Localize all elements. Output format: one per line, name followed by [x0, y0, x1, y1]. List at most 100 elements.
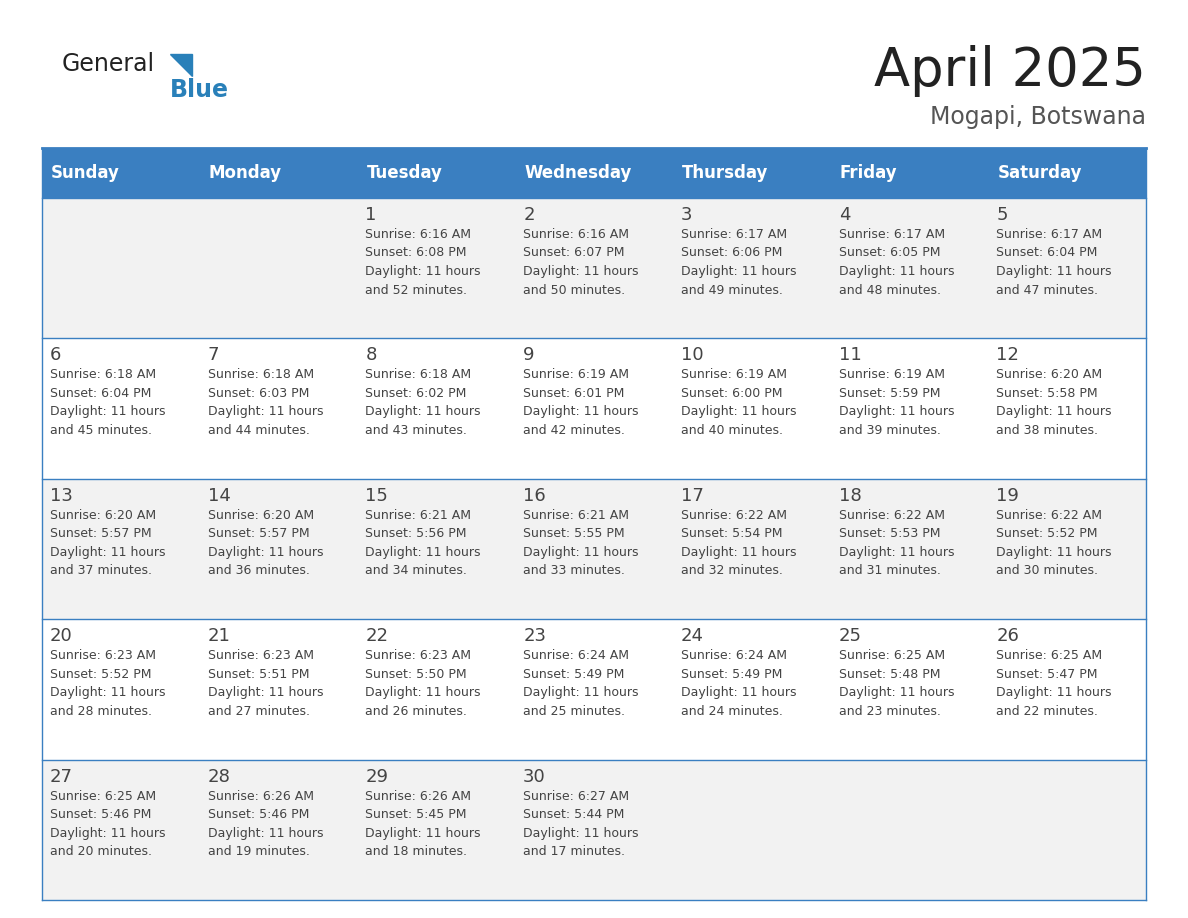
Text: Sunrise: 6:20 AM: Sunrise: 6:20 AM — [997, 368, 1102, 381]
Text: and 33 minutes.: and 33 minutes. — [523, 565, 625, 577]
Text: 4: 4 — [839, 206, 851, 224]
Text: 17: 17 — [681, 487, 703, 505]
Text: Thursday: Thursday — [682, 164, 769, 182]
Text: 2: 2 — [523, 206, 535, 224]
Bar — [830, 759, 988, 900]
Text: Sunrise: 6:24 AM: Sunrise: 6:24 AM — [681, 649, 786, 662]
Text: 28: 28 — [208, 767, 230, 786]
Text: and 49 minutes.: and 49 minutes. — [681, 284, 783, 297]
Text: Sunrise: 6:22 AM: Sunrise: 6:22 AM — [681, 509, 786, 521]
Text: Daylight: 11 hours: Daylight: 11 hours — [681, 546, 796, 559]
Text: Sunset: 5:47 PM: Sunset: 5:47 PM — [997, 667, 1098, 681]
Text: 7: 7 — [208, 346, 220, 364]
Bar — [42, 339, 200, 479]
Text: and 28 minutes.: and 28 minutes. — [50, 705, 152, 718]
Text: 12: 12 — [997, 346, 1019, 364]
Text: Sunrise: 6:21 AM: Sunrise: 6:21 AM — [366, 509, 472, 521]
Bar — [200, 479, 358, 620]
Text: Daylight: 11 hours: Daylight: 11 hours — [208, 826, 323, 840]
Text: and 52 minutes.: and 52 minutes. — [366, 284, 467, 297]
Text: Sunset: 6:03 PM: Sunset: 6:03 PM — [208, 386, 309, 400]
Text: Sunrise: 6:26 AM: Sunrise: 6:26 AM — [208, 789, 314, 802]
Text: Sunset: 6:02 PM: Sunset: 6:02 PM — [366, 386, 467, 400]
Text: April 2025: April 2025 — [874, 45, 1146, 97]
Text: Sunset: 5:52 PM: Sunset: 5:52 PM — [50, 667, 152, 681]
Bar — [516, 339, 672, 479]
Text: and 38 minutes.: and 38 minutes. — [997, 424, 1098, 437]
Text: Sunrise: 6:17 AM: Sunrise: 6:17 AM — [839, 228, 944, 241]
Polygon shape — [170, 54, 192, 76]
Text: Daylight: 11 hours: Daylight: 11 hours — [839, 406, 954, 419]
Text: Sunrise: 6:16 AM: Sunrise: 6:16 AM — [523, 228, 630, 241]
Text: Sunrise: 6:25 AM: Sunrise: 6:25 AM — [997, 649, 1102, 662]
Bar — [988, 198, 1146, 339]
Bar — [672, 148, 830, 198]
Text: Daylight: 11 hours: Daylight: 11 hours — [997, 546, 1112, 559]
Text: Sunrise: 6:18 AM: Sunrise: 6:18 AM — [208, 368, 314, 381]
Text: 13: 13 — [50, 487, 72, 505]
Text: Sunrise: 6:23 AM: Sunrise: 6:23 AM — [366, 649, 472, 662]
Bar — [200, 620, 358, 759]
Bar — [200, 198, 358, 339]
Text: 1: 1 — [366, 206, 377, 224]
Text: Daylight: 11 hours: Daylight: 11 hours — [50, 546, 165, 559]
Text: 29: 29 — [366, 767, 388, 786]
Text: 26: 26 — [997, 627, 1019, 645]
Text: Sunset: 5:57 PM: Sunset: 5:57 PM — [208, 527, 309, 541]
Text: Sunset: 6:08 PM: Sunset: 6:08 PM — [366, 247, 467, 260]
Bar — [42, 479, 200, 620]
Text: Sunset: 6:04 PM: Sunset: 6:04 PM — [50, 386, 151, 400]
Text: and 17 minutes.: and 17 minutes. — [523, 845, 625, 858]
Text: Sunday: Sunday — [51, 164, 120, 182]
Text: 16: 16 — [523, 487, 546, 505]
Text: Wednesday: Wednesday — [524, 164, 632, 182]
Text: 27: 27 — [50, 767, 72, 786]
Bar — [830, 148, 988, 198]
Text: and 47 minutes.: and 47 minutes. — [997, 284, 1098, 297]
Text: Sunset: 6:05 PM: Sunset: 6:05 PM — [839, 247, 940, 260]
Text: and 45 minutes.: and 45 minutes. — [50, 424, 152, 437]
Text: 5: 5 — [997, 206, 1007, 224]
Text: and 31 minutes.: and 31 minutes. — [839, 565, 941, 577]
Text: Blue: Blue — [170, 78, 229, 102]
Text: 8: 8 — [366, 346, 377, 364]
Text: Sunset: 5:54 PM: Sunset: 5:54 PM — [681, 527, 783, 541]
Text: Sunset: 5:49 PM: Sunset: 5:49 PM — [681, 667, 782, 681]
Text: and 44 minutes.: and 44 minutes. — [208, 424, 310, 437]
Bar — [830, 479, 988, 620]
Text: Daylight: 11 hours: Daylight: 11 hours — [523, 546, 639, 559]
Text: Daylight: 11 hours: Daylight: 11 hours — [681, 686, 796, 700]
Bar — [358, 620, 516, 759]
Text: and 26 minutes.: and 26 minutes. — [366, 705, 467, 718]
Text: 25: 25 — [839, 627, 861, 645]
Text: Sunset: 5:59 PM: Sunset: 5:59 PM — [839, 386, 940, 400]
Text: Sunset: 5:50 PM: Sunset: 5:50 PM — [366, 667, 467, 681]
Text: Sunrise: 6:20 AM: Sunrise: 6:20 AM — [50, 509, 156, 521]
Text: and 24 minutes.: and 24 minutes. — [681, 705, 783, 718]
Text: Sunrise: 6:25 AM: Sunrise: 6:25 AM — [50, 789, 156, 802]
Text: Sunrise: 6:24 AM: Sunrise: 6:24 AM — [523, 649, 630, 662]
Text: Sunrise: 6:22 AM: Sunrise: 6:22 AM — [997, 509, 1102, 521]
Text: and 42 minutes.: and 42 minutes. — [523, 424, 625, 437]
Text: Sunset: 6:04 PM: Sunset: 6:04 PM — [997, 247, 1098, 260]
Text: Sunset: 5:53 PM: Sunset: 5:53 PM — [839, 527, 940, 541]
Text: 6: 6 — [50, 346, 62, 364]
Text: and 39 minutes.: and 39 minutes. — [839, 424, 941, 437]
Text: and 43 minutes.: and 43 minutes. — [366, 424, 467, 437]
Text: Daylight: 11 hours: Daylight: 11 hours — [523, 265, 639, 278]
Text: 21: 21 — [208, 627, 230, 645]
Text: Daylight: 11 hours: Daylight: 11 hours — [50, 686, 165, 700]
Text: Sunrise: 6:22 AM: Sunrise: 6:22 AM — [839, 509, 944, 521]
Text: Daylight: 11 hours: Daylight: 11 hours — [523, 686, 639, 700]
Text: and 34 minutes.: and 34 minutes. — [366, 565, 467, 577]
Text: 30: 30 — [523, 767, 546, 786]
Bar — [516, 198, 672, 339]
Text: 14: 14 — [208, 487, 230, 505]
Text: Sunrise: 6:16 AM: Sunrise: 6:16 AM — [366, 228, 472, 241]
Text: 23: 23 — [523, 627, 546, 645]
Bar — [830, 620, 988, 759]
Text: Sunrise: 6:18 AM: Sunrise: 6:18 AM — [50, 368, 156, 381]
Text: Daylight: 11 hours: Daylight: 11 hours — [208, 406, 323, 419]
Text: Sunrise: 6:19 AM: Sunrise: 6:19 AM — [523, 368, 630, 381]
Bar — [358, 759, 516, 900]
